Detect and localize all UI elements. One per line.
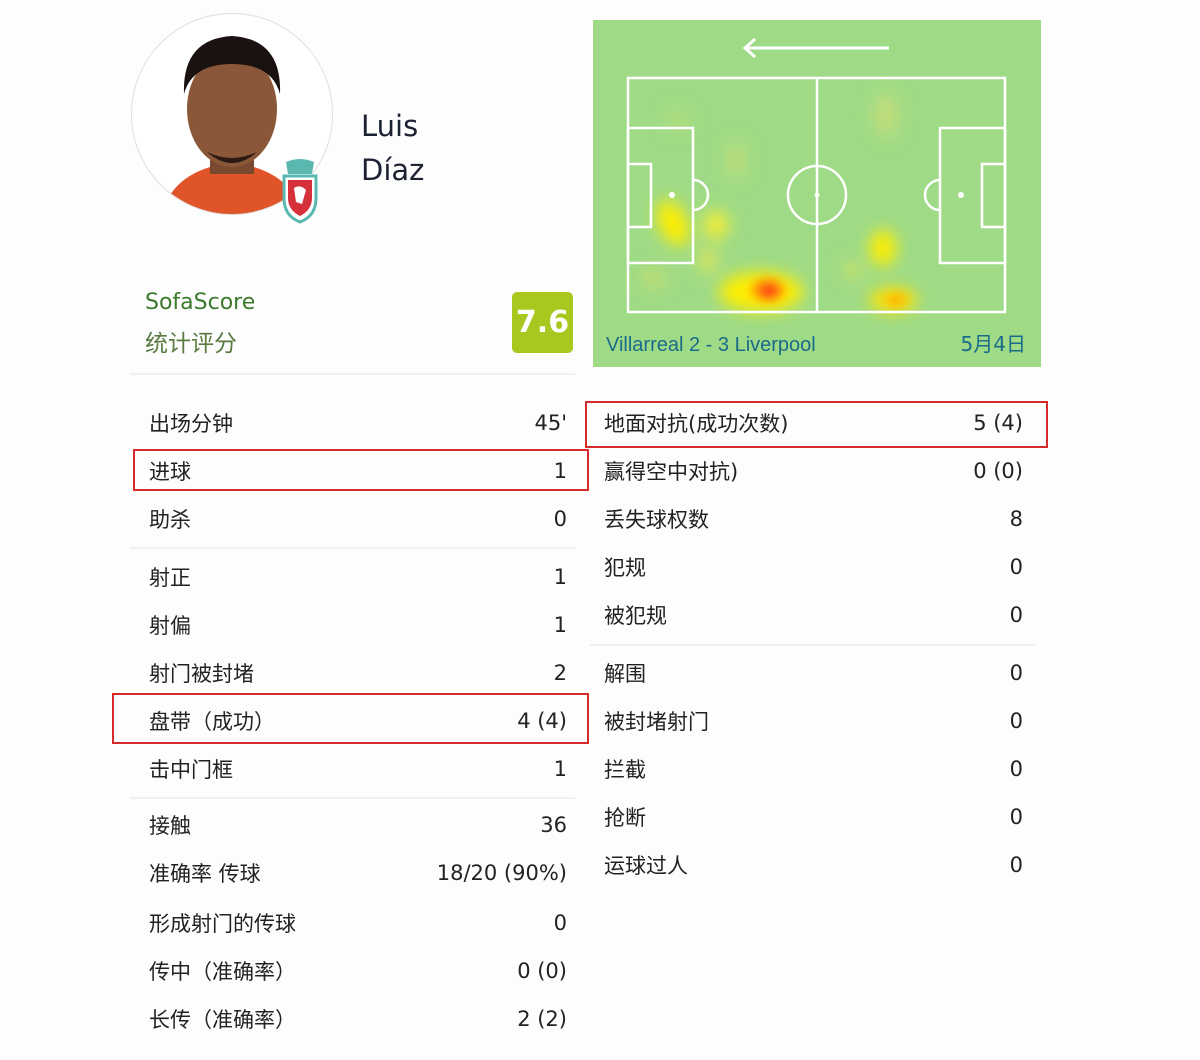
stat-row: 出场分钟 45'	[149, 408, 567, 438]
stat-row: 射正 1	[149, 562, 567, 592]
rating-label: 统计评分	[145, 331, 237, 357]
stat-value: 1	[553, 613, 567, 637]
stat-row: 接触 36	[149, 810, 567, 840]
heatmap[interactable]: Villarreal 2 - 3 Liverpool 5月4日	[593, 20, 1041, 367]
stat-value: 5 (4)	[973, 411, 1023, 435]
stat-value: 0	[1009, 709, 1023, 733]
stat-row: 射偏 1	[149, 610, 567, 640]
highlight-box-dribbles	[112, 693, 589, 744]
stat-row: 丢失球权数 8	[604, 504, 1023, 534]
stat-value: 0 (0)	[517, 959, 567, 983]
stat-row: 进球 1	[149, 456, 567, 486]
stat-row: 拦截 0	[604, 754, 1023, 784]
stat-value: 18/20 (90%)	[436, 861, 567, 885]
stat-label: 地面对抗(成功次数)	[604, 412, 789, 436]
stat-label: 丢失球权数	[604, 508, 709, 532]
stat-label: 抢断	[604, 806, 646, 830]
stat-value: 0	[1009, 555, 1023, 579]
player-photo	[162, 36, 302, 214]
stat-value: 0	[1009, 603, 1023, 627]
stat-label: 拦截	[604, 758, 646, 782]
stat-row: 盘带（成功） 4 (4)	[149, 706, 567, 736]
stat-row: 赢得空中对抗) 0 (0)	[604, 456, 1023, 486]
stat-label: 运球过人	[604, 854, 688, 878]
player-last-name: Díaz	[361, 153, 425, 187]
stat-row: 助杀 0	[149, 504, 567, 534]
stat-label: 射门被封堵	[149, 662, 254, 686]
stat-label: 长传（准确率）	[149, 1008, 296, 1032]
stat-value: 1	[553, 459, 567, 483]
player-name: Luis Díaz	[361, 104, 424, 192]
stat-value: 0	[1009, 853, 1023, 877]
player-first-name: Luis	[361, 109, 419, 143]
stat-value: 0	[553, 911, 567, 935]
stat-row: 犯规 0	[604, 552, 1023, 582]
stat-value: 4 (4)	[517, 709, 567, 733]
stat-row: 运球过人 0	[604, 850, 1023, 880]
stat-label: 传中（准确率）	[149, 960, 296, 984]
highlight-box-ground-duels	[585, 401, 1048, 448]
match-date: 5月4日	[961, 332, 1026, 356]
stat-label: 准确率 传球	[149, 862, 261, 886]
attack-direction-arrow-icon	[742, 37, 889, 59]
stat-label: 进球	[149, 460, 191, 484]
stat-label: 被封堵射门	[604, 710, 709, 734]
stat-row: 被封堵射门 0	[604, 706, 1023, 736]
divider	[130, 797, 575, 799]
stat-row: 准确率 传球 18/20 (90%)	[149, 858, 567, 888]
liverpool-crest-icon	[282, 159, 318, 224]
stat-label: 射偏	[149, 614, 191, 638]
rating-brand: SofaScore	[145, 290, 256, 315]
stat-value: 0	[1009, 757, 1023, 781]
stat-value: 36	[540, 813, 567, 837]
highlight-box-goals	[133, 449, 589, 491]
stat-row: 传中（准确率） 0 (0)	[149, 956, 567, 986]
stat-label: 射正	[149, 566, 191, 590]
stat-value: 0	[553, 507, 567, 531]
stat-value: 1	[553, 565, 567, 589]
stat-label: 解围	[604, 662, 646, 686]
divider	[590, 644, 1035, 646]
stat-row: 解围 0	[604, 658, 1023, 688]
stat-value: 8	[1009, 507, 1023, 531]
stat-value: 0 (0)	[973, 459, 1023, 483]
stat-value: 2 (2)	[517, 1007, 567, 1031]
stat-row: 地面对抗(成功次数) 5 (4)	[604, 408, 1023, 438]
stat-row: 被犯规 0	[604, 600, 1023, 630]
stat-value: 0	[1009, 805, 1023, 829]
stat-value: 45'	[534, 411, 568, 435]
stat-label: 犯规	[604, 556, 646, 580]
stat-value: 0	[1009, 661, 1023, 685]
rating-badge: 7.6	[512, 292, 573, 353]
divider	[130, 547, 575, 549]
stat-label: 击中门框	[149, 758, 233, 782]
divider	[130, 373, 575, 375]
match-result[interactable]: Villarreal 2 - 3 Liverpool	[606, 334, 816, 356]
stat-label: 出场分钟	[149, 412, 233, 436]
stat-value: 2	[553, 661, 567, 685]
stat-row: 形成射门的传球 0	[149, 908, 567, 938]
player-avatar	[131, 13, 333, 215]
stat-row: 击中门框 1	[149, 754, 567, 784]
stat-row: 抢断 0	[604, 802, 1023, 832]
stat-label: 盘带（成功）	[149, 710, 275, 734]
stat-label: 接触	[149, 814, 191, 838]
stat-row: 长传（准确率） 2 (2)	[149, 1004, 567, 1034]
stat-label: 赢得空中对抗)	[604, 460, 739, 484]
heat-hotspots	[752, 279, 906, 306]
stat-label: 助杀	[149, 508, 191, 532]
stat-label: 形成射门的传球	[149, 912, 296, 936]
stat-value: 1	[553, 757, 567, 781]
stat-row: 射门被封堵 2	[149, 658, 567, 688]
stat-label: 被犯规	[604, 604, 667, 628]
